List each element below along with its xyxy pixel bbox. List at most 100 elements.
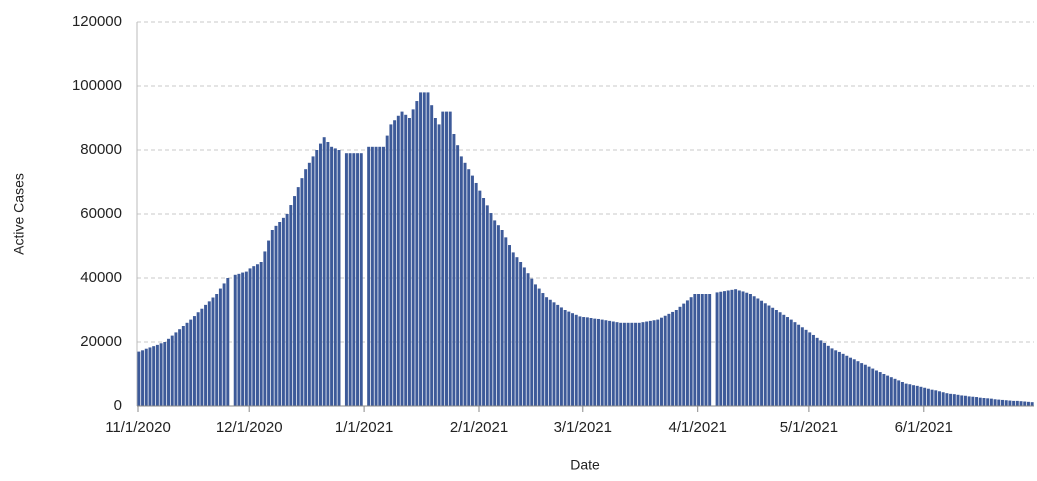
bar	[937, 391, 941, 406]
bar	[311, 156, 315, 406]
bar	[515, 257, 519, 406]
y-tick-label: 100000	[72, 77, 122, 94]
bar	[1030, 402, 1034, 406]
bar	[596, 318, 600, 406]
bar	[330, 146, 334, 407]
bar	[192, 316, 196, 406]
bar	[482, 198, 486, 406]
bar	[537, 288, 541, 406]
bar	[756, 298, 760, 406]
bar	[904, 383, 908, 406]
bar	[593, 318, 597, 406]
bar	[433, 118, 437, 406]
bar	[441, 111, 445, 406]
bar	[741, 291, 745, 406]
bar	[207, 301, 211, 406]
bar	[626, 322, 630, 406]
bar	[689, 297, 693, 406]
bar	[819, 340, 823, 406]
bar	[559, 307, 563, 406]
bar	[267, 240, 271, 406]
bar	[845, 355, 849, 406]
bar	[556, 304, 560, 406]
bar	[975, 397, 979, 406]
bar	[411, 109, 415, 407]
y-tick-label: 60000	[80, 205, 122, 222]
bar	[719, 291, 723, 406]
bar	[734, 289, 738, 406]
bar	[426, 92, 430, 407]
bar	[215, 294, 219, 406]
bar	[1015, 400, 1019, 406]
bar	[912, 385, 916, 406]
bar	[170, 335, 174, 406]
bar	[989, 398, 993, 406]
bar	[700, 294, 704, 406]
bar	[589, 318, 593, 406]
bar	[882, 374, 886, 406]
bar	[382, 146, 385, 407]
bar	[634, 322, 638, 406]
bar	[500, 230, 504, 406]
bar	[941, 392, 945, 406]
bar	[660, 317, 663, 406]
bar	[519, 262, 523, 406]
bar	[459, 156, 463, 406]
bar	[522, 267, 526, 406]
bar	[637, 322, 641, 406]
bar	[630, 322, 634, 406]
bar	[748, 294, 752, 406]
bar	[826, 345, 830, 406]
bar	[867, 366, 871, 406]
bar	[752, 296, 756, 406]
bar	[167, 338, 170, 406]
bar	[452, 134, 456, 406]
bar	[315, 150, 319, 406]
bar	[530, 278, 534, 406]
x-tick-label: 1/1/2021	[335, 419, 393, 436]
bar	[148, 347, 152, 406]
bar	[348, 153, 352, 406]
bar	[878, 372, 882, 406]
bar	[574, 314, 578, 406]
bar	[797, 324, 801, 406]
y-tick-label: 40000	[80, 269, 122, 286]
bar	[489, 213, 493, 406]
bar	[578, 316, 582, 406]
bar	[945, 393, 949, 406]
bar	[393, 120, 397, 407]
bar	[949, 393, 953, 406]
bar	[396, 115, 400, 406]
bar	[997, 399, 1001, 406]
y-tick-label: 80000	[80, 141, 122, 158]
bar	[274, 225, 278, 406]
bar	[837, 351, 841, 406]
bar	[511, 252, 515, 406]
bar	[841, 353, 845, 406]
bar	[463, 162, 467, 406]
bar	[178, 329, 182, 406]
bar	[786, 317, 789, 406]
bar	[730, 289, 734, 406]
bar	[571, 313, 575, 406]
bar	[400, 111, 404, 406]
bar	[874, 370, 878, 406]
bar	[478, 190, 482, 406]
bar	[811, 334, 815, 406]
y-tick-label: 20000	[80, 333, 122, 350]
bar	[726, 290, 730, 406]
bar	[307, 162, 311, 406]
bar	[218, 288, 222, 406]
bar	[318, 143, 322, 406]
bar	[604, 320, 608, 406]
bar	[467, 169, 471, 406]
bar	[508, 245, 511, 406]
bar	[222, 283, 226, 406]
bar	[322, 137, 326, 406]
bar	[300, 178, 304, 406]
bar	[622, 322, 626, 406]
bar	[737, 290, 741, 406]
bar	[608, 320, 612, 406]
x-tick-label: 3/1/2021	[554, 419, 612, 436]
bar	[456, 145, 460, 406]
